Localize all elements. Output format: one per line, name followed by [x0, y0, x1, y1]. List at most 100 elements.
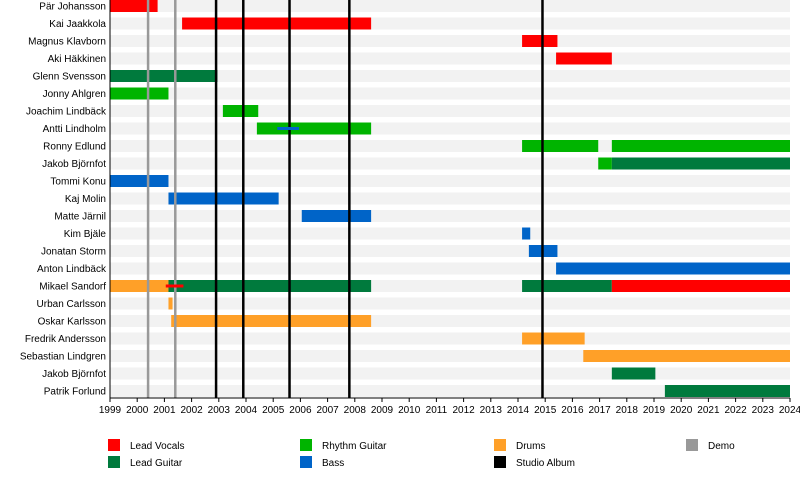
bar-lead_guitar — [611, 367, 656, 380]
row-stripe — [110, 70, 790, 82]
row-stripe — [110, 297, 790, 310]
bar-lead_vocals — [110, 0, 158, 12]
legend-label-demo: Demo — [708, 441, 735, 452]
row-stripe — [110, 385, 790, 397]
x-tick-label: 2021 — [697, 405, 720, 416]
member-label: Jonatan Storm — [41, 247, 106, 258]
legend-label-studio_album: Studio Album — [516, 458, 575, 469]
row-stripe — [110, 122, 790, 135]
x-tick-label: 2006 — [289, 405, 312, 416]
bar-bass — [110, 175, 169, 187]
member-label: Pär Johansson — [39, 2, 106, 13]
row-stripe — [110, 175, 790, 187]
member-label: Oskar Karlsson — [38, 317, 106, 328]
member-label: Tommi Konu — [50, 177, 106, 188]
row-stripe — [110, 87, 790, 100]
bar-lead_guitar — [110, 70, 218, 82]
x-tick-label: 2018 — [616, 405, 639, 416]
bar-drums — [171, 315, 372, 327]
member-label: Glenn Svensson — [33, 72, 106, 83]
row-stripe — [110, 192, 790, 205]
x-tick-label: 2022 — [724, 405, 747, 416]
bar-drums — [522, 332, 585, 345]
bar-lead_guitar — [611, 157, 790, 170]
bar-bass — [522, 227, 531, 240]
member-label: Joachim Lindbäck — [26, 107, 107, 118]
x-tick-label: 2016 — [561, 405, 584, 416]
legend-swatch-rhythm_guitar — [300, 439, 312, 451]
member-label: Sebastian Lindgren — [20, 352, 106, 363]
member-label: Ronny Edlund — [43, 142, 106, 153]
x-tick-label: 2001 — [153, 405, 176, 416]
bar-drums — [168, 297, 173, 310]
member-label: Urban Carlsson — [37, 299, 106, 310]
member-label: Kim Bjäle — [64, 229, 107, 240]
bar-rhythm_guitar — [222, 105, 259, 117]
bar-lead_guitar — [522, 280, 612, 292]
member-label: Matte Järnil — [54, 212, 106, 223]
row-stripe — [110, 105, 790, 117]
bar-bass — [301, 210, 372, 222]
x-tick-label: 2007 — [316, 405, 339, 416]
bar-rhythm_guitar — [598, 157, 612, 170]
row-stripe — [110, 332, 790, 345]
member-label: Kaj Molin — [65, 194, 106, 205]
member-label: Jakob Björnfot — [42, 159, 106, 170]
bar-drums — [110, 280, 169, 292]
x-tick-label: 2003 — [208, 405, 231, 416]
thin-bar-bass — [277, 127, 300, 130]
bar-rhythm_guitar — [110, 87, 169, 100]
x-tick-label: 2004 — [235, 405, 258, 416]
x-tick-label: 2010 — [398, 405, 421, 416]
member-label: Anton Lindbäck — [37, 264, 107, 275]
bar-bass — [556, 262, 790, 275]
x-tick-label: 2014 — [507, 405, 530, 416]
x-tick-label: 2005 — [262, 405, 285, 416]
member-label: Kai Jaakkola — [49, 19, 106, 30]
x-tick-label: 2015 — [534, 405, 557, 416]
legend-label-lead_vocals: Lead Vocals — [130, 441, 185, 452]
member-label: Magnus Klavborn — [28, 37, 106, 48]
legend-swatch-lead_guitar — [108, 456, 120, 468]
x-tick-label: 2013 — [480, 405, 503, 416]
x-tick-label: 1999 — [99, 405, 122, 416]
bar-lead_guitar — [664, 385, 790, 397]
row-stripe — [110, 35, 790, 47]
member-label: Antti Lindholm — [43, 124, 106, 135]
member-label: Mikael Sandorf — [39, 282, 106, 293]
bar-rhythm_guitar — [522, 140, 599, 152]
member-label: Aki Häkkinen — [48, 54, 106, 65]
legend-swatch-demo — [686, 439, 698, 451]
x-tick-label: 2009 — [371, 405, 394, 416]
thin-bar-lead_vocals — [165, 284, 184, 288]
x-tick-label: 2020 — [670, 405, 693, 416]
row-stripe — [110, 0, 790, 12]
x-tick-label: 2011 — [426, 405, 448, 416]
bar-bass — [168, 192, 279, 205]
bar-lead_vocals — [522, 35, 558, 47]
x-tick-label: 2023 — [752, 405, 775, 416]
legend-label-drums: Drums — [516, 441, 545, 452]
legend-swatch-studio_album — [494, 456, 506, 468]
member-label: Fredrik Andersson — [25, 334, 106, 345]
x-tick-label: 2012 — [452, 405, 475, 416]
row-stripe — [110, 52, 790, 65]
legend-label-lead_guitar: Lead Guitar — [130, 458, 183, 469]
row-stripe — [110, 367, 790, 380]
row-stripe — [110, 210, 790, 222]
bar-lead_vocals — [611, 280, 790, 292]
legend-swatch-bass — [300, 456, 312, 468]
bar-lead_guitar — [168, 280, 372, 292]
bar-rhythm_guitar — [256, 122, 372, 135]
legend-swatch-drums — [494, 439, 506, 451]
legend-swatch-lead_vocals — [108, 439, 120, 451]
row-stripe — [110, 245, 790, 257]
x-tick-label: 2024 — [779, 405, 800, 416]
bar-lead_vocals — [182, 17, 372, 30]
legend-label-rhythm_guitar: Rhythm Guitar — [322, 441, 387, 452]
bar-drums — [583, 350, 790, 362]
member-label: Jonny Ahlgren — [43, 89, 106, 100]
row-stripe — [110, 227, 790, 240]
member-label: Jakob Björnfot — [42, 369, 106, 380]
